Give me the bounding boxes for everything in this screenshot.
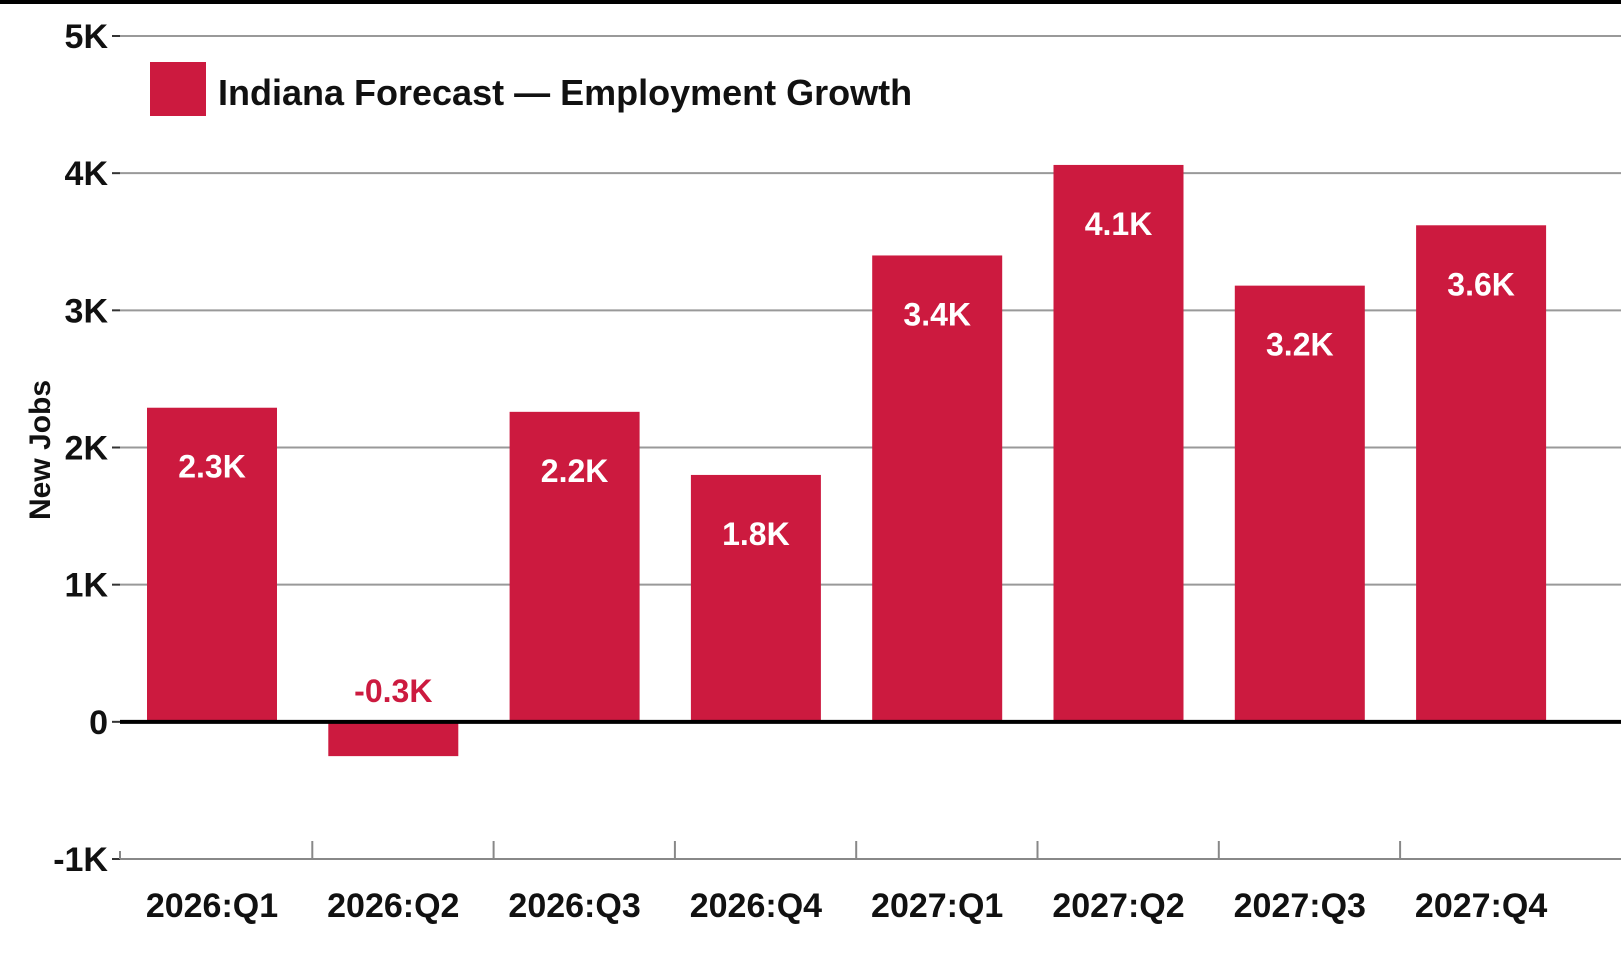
legend: Indiana Forecast — Employment Growth xyxy=(150,62,912,116)
bar xyxy=(147,407,277,722)
bar-data-label: 2.2K xyxy=(541,453,609,489)
bar xyxy=(509,411,640,722)
y-tick-label: 5K xyxy=(65,18,109,56)
legend-swatch xyxy=(150,62,206,116)
y-tick-label: 1K xyxy=(65,567,109,605)
bar-data-label: 3.2K xyxy=(1266,327,1334,363)
bar xyxy=(1053,164,1184,722)
y-tick-label: 4K xyxy=(65,155,109,193)
bar-data-label: 4.1K xyxy=(1085,206,1153,242)
bar-data-label: 1.8K xyxy=(722,516,790,552)
y-tick-label: 3K xyxy=(65,292,109,330)
x-tick-label: 2027:Q3 xyxy=(1234,887,1366,925)
x-tick-label: 2027:Q2 xyxy=(1052,887,1184,925)
bar-data-label: -0.3K xyxy=(354,673,432,709)
x-tick-label: 2027:Q1 xyxy=(871,887,1003,925)
legend-label: Indiana Forecast — Employment Growth xyxy=(218,72,912,113)
x-tick-label: 2026:Q2 xyxy=(327,887,459,925)
y-tick-label: 2K xyxy=(65,430,109,468)
y-axis-title: New Jobs xyxy=(24,380,57,520)
bar xyxy=(690,474,821,722)
y-tick-label: -1K xyxy=(53,841,108,879)
x-axis: 2026:Q1 2026:Q2 2026:Q3 2026:Q4 2027:Q1 2027:… xyxy=(119,841,1621,925)
bar-data-label: 3.4K xyxy=(903,296,971,332)
gridlines xyxy=(120,35,1621,586)
x-tick-label: 2027:Q4 xyxy=(1415,887,1547,925)
x-tick-label: 2026:Q4 xyxy=(690,887,822,925)
bar-data-label: 3.6K xyxy=(1447,266,1515,302)
bar xyxy=(328,721,459,757)
x-tick-label: 2026:Q3 xyxy=(508,887,640,925)
bar xyxy=(1234,285,1365,722)
bars: 2.3K -0.3K 2.2K 1.8K 3.4K 4.1K 3.2K 3.6K xyxy=(147,164,1547,757)
y-axis-ticks: 5K 4K 3K 2K 1K 0 -1K xyxy=(53,18,120,879)
x-tick-label: 2026:Q1 xyxy=(146,887,278,925)
bar-data-label: 2.3K xyxy=(178,449,246,485)
bar xyxy=(872,255,1003,722)
y-tick-label: 0 xyxy=(89,704,108,742)
bar xyxy=(1416,225,1547,722)
